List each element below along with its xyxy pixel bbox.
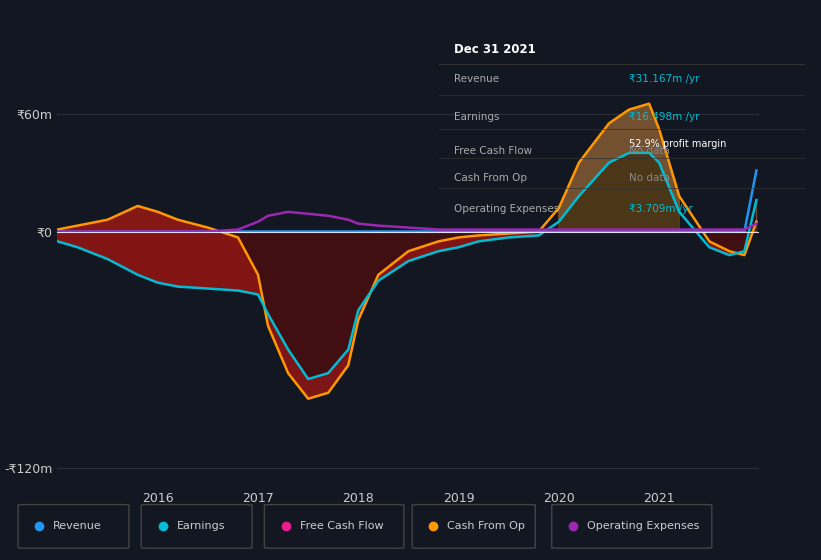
Text: No data: No data [629,146,670,156]
Text: Earnings: Earnings [177,521,225,531]
Text: Cash From Op: Cash From Op [447,521,525,531]
Text: Earnings: Earnings [454,112,499,122]
Text: 52.9% profit margin: 52.9% profit margin [629,139,727,150]
Text: Free Cash Flow: Free Cash Flow [300,521,383,531]
Text: Operating Expenses: Operating Expenses [454,204,559,214]
Text: ₹16.498m /yr: ₹16.498m /yr [629,112,699,122]
Text: Cash From Op: Cash From Op [454,173,527,183]
Text: No data: No data [629,173,670,183]
Text: Operating Expenses: Operating Expenses [587,521,699,531]
Text: Free Cash Flow: Free Cash Flow [454,146,532,156]
Text: ₹31.167m /yr: ₹31.167m /yr [629,74,699,84]
Text: Revenue: Revenue [53,521,102,531]
Text: ₹3.709m /yr: ₹3.709m /yr [629,204,693,214]
Text: Revenue: Revenue [454,74,499,84]
Text: Dec 31 2021: Dec 31 2021 [454,43,535,55]
